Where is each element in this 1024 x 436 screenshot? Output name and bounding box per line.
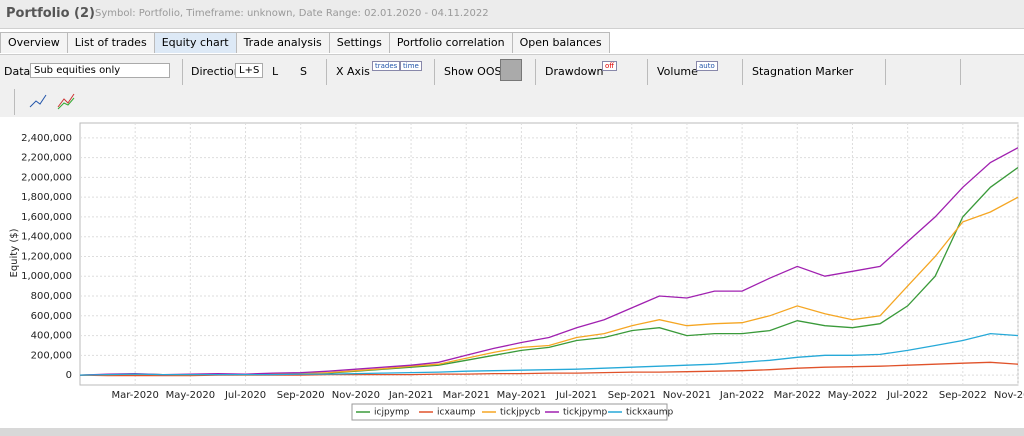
x-tick-label: Mar-2021 bbox=[443, 390, 490, 401]
tab[interactable]: Equity chart bbox=[153, 32, 237, 53]
toggle[interactable] bbox=[500, 59, 522, 81]
x-tick-label: Jan-2022 bbox=[719, 390, 764, 401]
label: Show OOS bbox=[444, 65, 502, 78]
chart: Equity ($) 0 200,000 400,000 600,000 800,000… bbox=[9, 122, 1024, 421]
button[interactable]: off bbox=[602, 61, 618, 71]
label: Data bbox=[4, 65, 31, 78]
label: Drawdown bbox=[545, 65, 604, 78]
button[interactable]: S bbox=[300, 65, 307, 78]
y-tick-label: 2,400,000 bbox=[21, 133, 72, 144]
x-tick-label: Sep-2021 bbox=[608, 390, 656, 401]
subtitle: Symbol: Portfolio, Timeframe: unknown, D… bbox=[95, 8, 489, 19]
separator bbox=[885, 59, 886, 85]
x-tick-label: Sep-2022 bbox=[939, 390, 987, 401]
scrollbar bbox=[0, 428, 1024, 436]
y-axis-label: Equity ($) bbox=[9, 228, 20, 277]
series-line bbox=[79, 147, 1019, 376]
separator bbox=[535, 59, 536, 85]
x-tick-label: Mar-2020 bbox=[112, 390, 159, 401]
y-tick-label: 1,800,000 bbox=[21, 192, 72, 203]
separator bbox=[14, 89, 15, 115]
select[interactable]: Sub equities only bbox=[30, 63, 170, 78]
tab[interactable]: Trade analysis bbox=[235, 32, 330, 53]
y-tick-label: 1,600,000 bbox=[21, 212, 72, 223]
separator bbox=[182, 59, 183, 85]
title: Portfolio (2) bbox=[6, 6, 95, 21]
separator bbox=[434, 59, 435, 85]
separator bbox=[960, 59, 961, 85]
legend-label: tickjpycb bbox=[500, 408, 541, 418]
tab[interactable]: Open balances bbox=[511, 32, 610, 53]
series-line bbox=[79, 332, 1019, 376]
icons bbox=[29, 93, 75, 110]
y-tick-label: 2,000,000 bbox=[21, 172, 72, 183]
button[interactable]: auto bbox=[696, 61, 718, 71]
plot-area bbox=[79, 122, 1019, 386]
tab[interactable]: Portfolio correlation bbox=[388, 32, 513, 53]
tab[interactable]: List of trades bbox=[66, 32, 155, 53]
x-tick-label: Jul-2020 bbox=[224, 390, 266, 401]
x-tick-label: Nov-2022 bbox=[994, 390, 1024, 401]
button[interactable]: time bbox=[400, 61, 422, 71]
legend-label: tickxaump bbox=[626, 408, 674, 418]
x-tick-label: Nov-2021 bbox=[663, 390, 711, 401]
label: Stagnation Marker bbox=[752, 65, 854, 78]
x-tick-label: Mar-2022 bbox=[774, 390, 821, 401]
y-tick-label: 200,000 bbox=[31, 350, 72, 361]
button[interactable]: trades bbox=[372, 61, 401, 71]
tab[interactable]: Overview bbox=[0, 32, 68, 53]
label: Volume bbox=[657, 65, 698, 78]
x-tick-label: May-2022 bbox=[828, 390, 878, 401]
separator bbox=[742, 59, 743, 85]
x-tick-label: Nov-2020 bbox=[332, 390, 380, 401]
button[interactable]: L+S bbox=[235, 63, 264, 78]
legend bbox=[351, 403, 668, 421]
x-tick-label: Jul-2022 bbox=[886, 390, 928, 401]
x-tick-label: Jan-2021 bbox=[388, 390, 433, 401]
header: Portfolio (2) Symbol: Portfolio, Timefra… bbox=[0, 0, 1024, 29]
x-tick-label: Jul-2021 bbox=[555, 390, 597, 401]
tab-bar: Overview List of trades Equity chart Tra… bbox=[0, 32, 610, 53]
separator bbox=[647, 59, 648, 85]
y-tick-label: 400,000 bbox=[31, 331, 72, 342]
label: Direction bbox=[191, 65, 241, 78]
x-tick-label: Sep-2020 bbox=[277, 390, 325, 401]
x-tick-label: May-2021 bbox=[497, 390, 547, 401]
y-tick-label: 600,000 bbox=[31, 311, 72, 322]
y-tick-label: 800,000 bbox=[31, 291, 72, 302]
separator bbox=[326, 59, 327, 85]
button[interactable]: L bbox=[272, 65, 279, 78]
label: X Axis bbox=[336, 65, 370, 78]
legend-label: icxaump bbox=[437, 408, 476, 418]
y-tick-label: 1,200,000 bbox=[21, 251, 72, 262]
legend-label: icjpymp bbox=[374, 408, 410, 418]
y-tick-label: 2,200,000 bbox=[21, 153, 72, 164]
legend-label: tickjpymp bbox=[563, 408, 607, 418]
y-tick-label: 0 bbox=[66, 370, 72, 381]
toolbar: Data Sub equities only Direction L+S L S… bbox=[0, 54, 1024, 117]
tab[interactable]: Settings bbox=[328, 32, 390, 53]
x-tick-label: May-2020 bbox=[166, 390, 216, 401]
y-tick-label: 1,400,000 bbox=[21, 232, 72, 243]
y-tick-label: 1,000,000 bbox=[21, 271, 72, 282]
